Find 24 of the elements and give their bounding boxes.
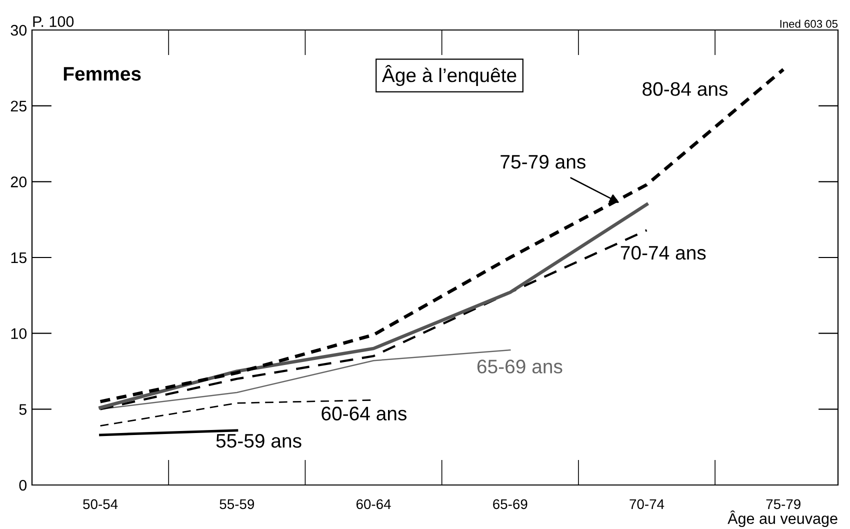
y-tick-label: 10 bbox=[11, 328, 27, 340]
y-tick-label: 25 bbox=[10, 100, 26, 112]
text: 75-79 ans bbox=[500, 154, 586, 169]
series-label: 60-64 ans bbox=[322, 406, 407, 420]
y-tick-label: 5 bbox=[19, 404, 26, 415]
series-label: 65-69 ans bbox=[477, 360, 562, 374]
x-tick-label: 55-59 bbox=[220, 499, 254, 510]
series-label: 55-59 ans bbox=[216, 434, 302, 448]
series-label: 70-74 ans bbox=[620, 246, 706, 260]
x-tick-label: 65-69 bbox=[493, 499, 528, 510]
x-axis-title: Âge au veuvage bbox=[728, 510, 838, 527]
y-tick-label: 20 bbox=[10, 176, 27, 188]
legend-title: Âge à l’enquête bbox=[382, 64, 516, 86]
y-axis-title: P. 100 bbox=[33, 16, 74, 27]
series-label: 80-84 ans bbox=[642, 82, 728, 96]
text: Femmes bbox=[64, 67, 141, 81]
y-tick-label: 15 bbox=[11, 252, 26, 264]
x-tick-label: 60-64 bbox=[356, 499, 391, 510]
y-tick-label: 0 bbox=[19, 480, 27, 491]
text: Ined 603 05 bbox=[780, 20, 838, 28]
y-tick-label: 30 bbox=[10, 24, 27, 36]
x-tick-label: 75-79 bbox=[766, 499, 800, 510]
x-tick-label: 70-74 bbox=[630, 499, 664, 510]
x-tick-label: 50-54 bbox=[83, 499, 118, 510]
